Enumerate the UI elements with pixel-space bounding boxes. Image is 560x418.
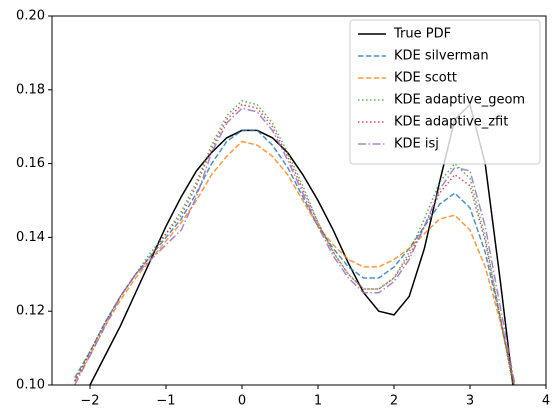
x-tick-label: 2 [390, 394, 398, 409]
x-tick-label: 1 [314, 394, 322, 409]
y-tick-label: 0.10 [16, 378, 45, 393]
y-tick-label: 0.14 [16, 230, 45, 245]
legend-label: KDE adaptive_geom [394, 93, 525, 108]
series-line [74, 107, 516, 385]
series-line [89, 103, 514, 385]
legend-box [349, 19, 541, 165]
x-tick-label: 0 [238, 394, 246, 409]
legend-label: KDE scott [394, 71, 457, 86]
y-tick-label: 0.16 [16, 156, 45, 171]
series-line [74, 103, 515, 385]
series-line [74, 129, 515, 385]
axes-frame [51, 15, 547, 386]
x-tick-label: −1 [156, 394, 175, 409]
x-tick-label: 4 [542, 394, 550, 409]
y-tick-label: 0.12 [16, 304, 45, 319]
legend-label: KDE adaptive_zfit [394, 115, 508, 130]
x-tick-label: 3 [466, 394, 474, 409]
plot-lines [74, 100, 516, 385]
legend-label: KDE silverman [394, 49, 489, 64]
legend-label: KDE isj [394, 137, 439, 152]
series-line [74, 140, 516, 385]
y-tick-label: 0.20 [16, 9, 45, 24]
x-tick-label: −2 [80, 394, 99, 409]
legend-label: True PDF [393, 27, 451, 42]
y-tick-label: 0.18 [16, 82, 45, 97]
